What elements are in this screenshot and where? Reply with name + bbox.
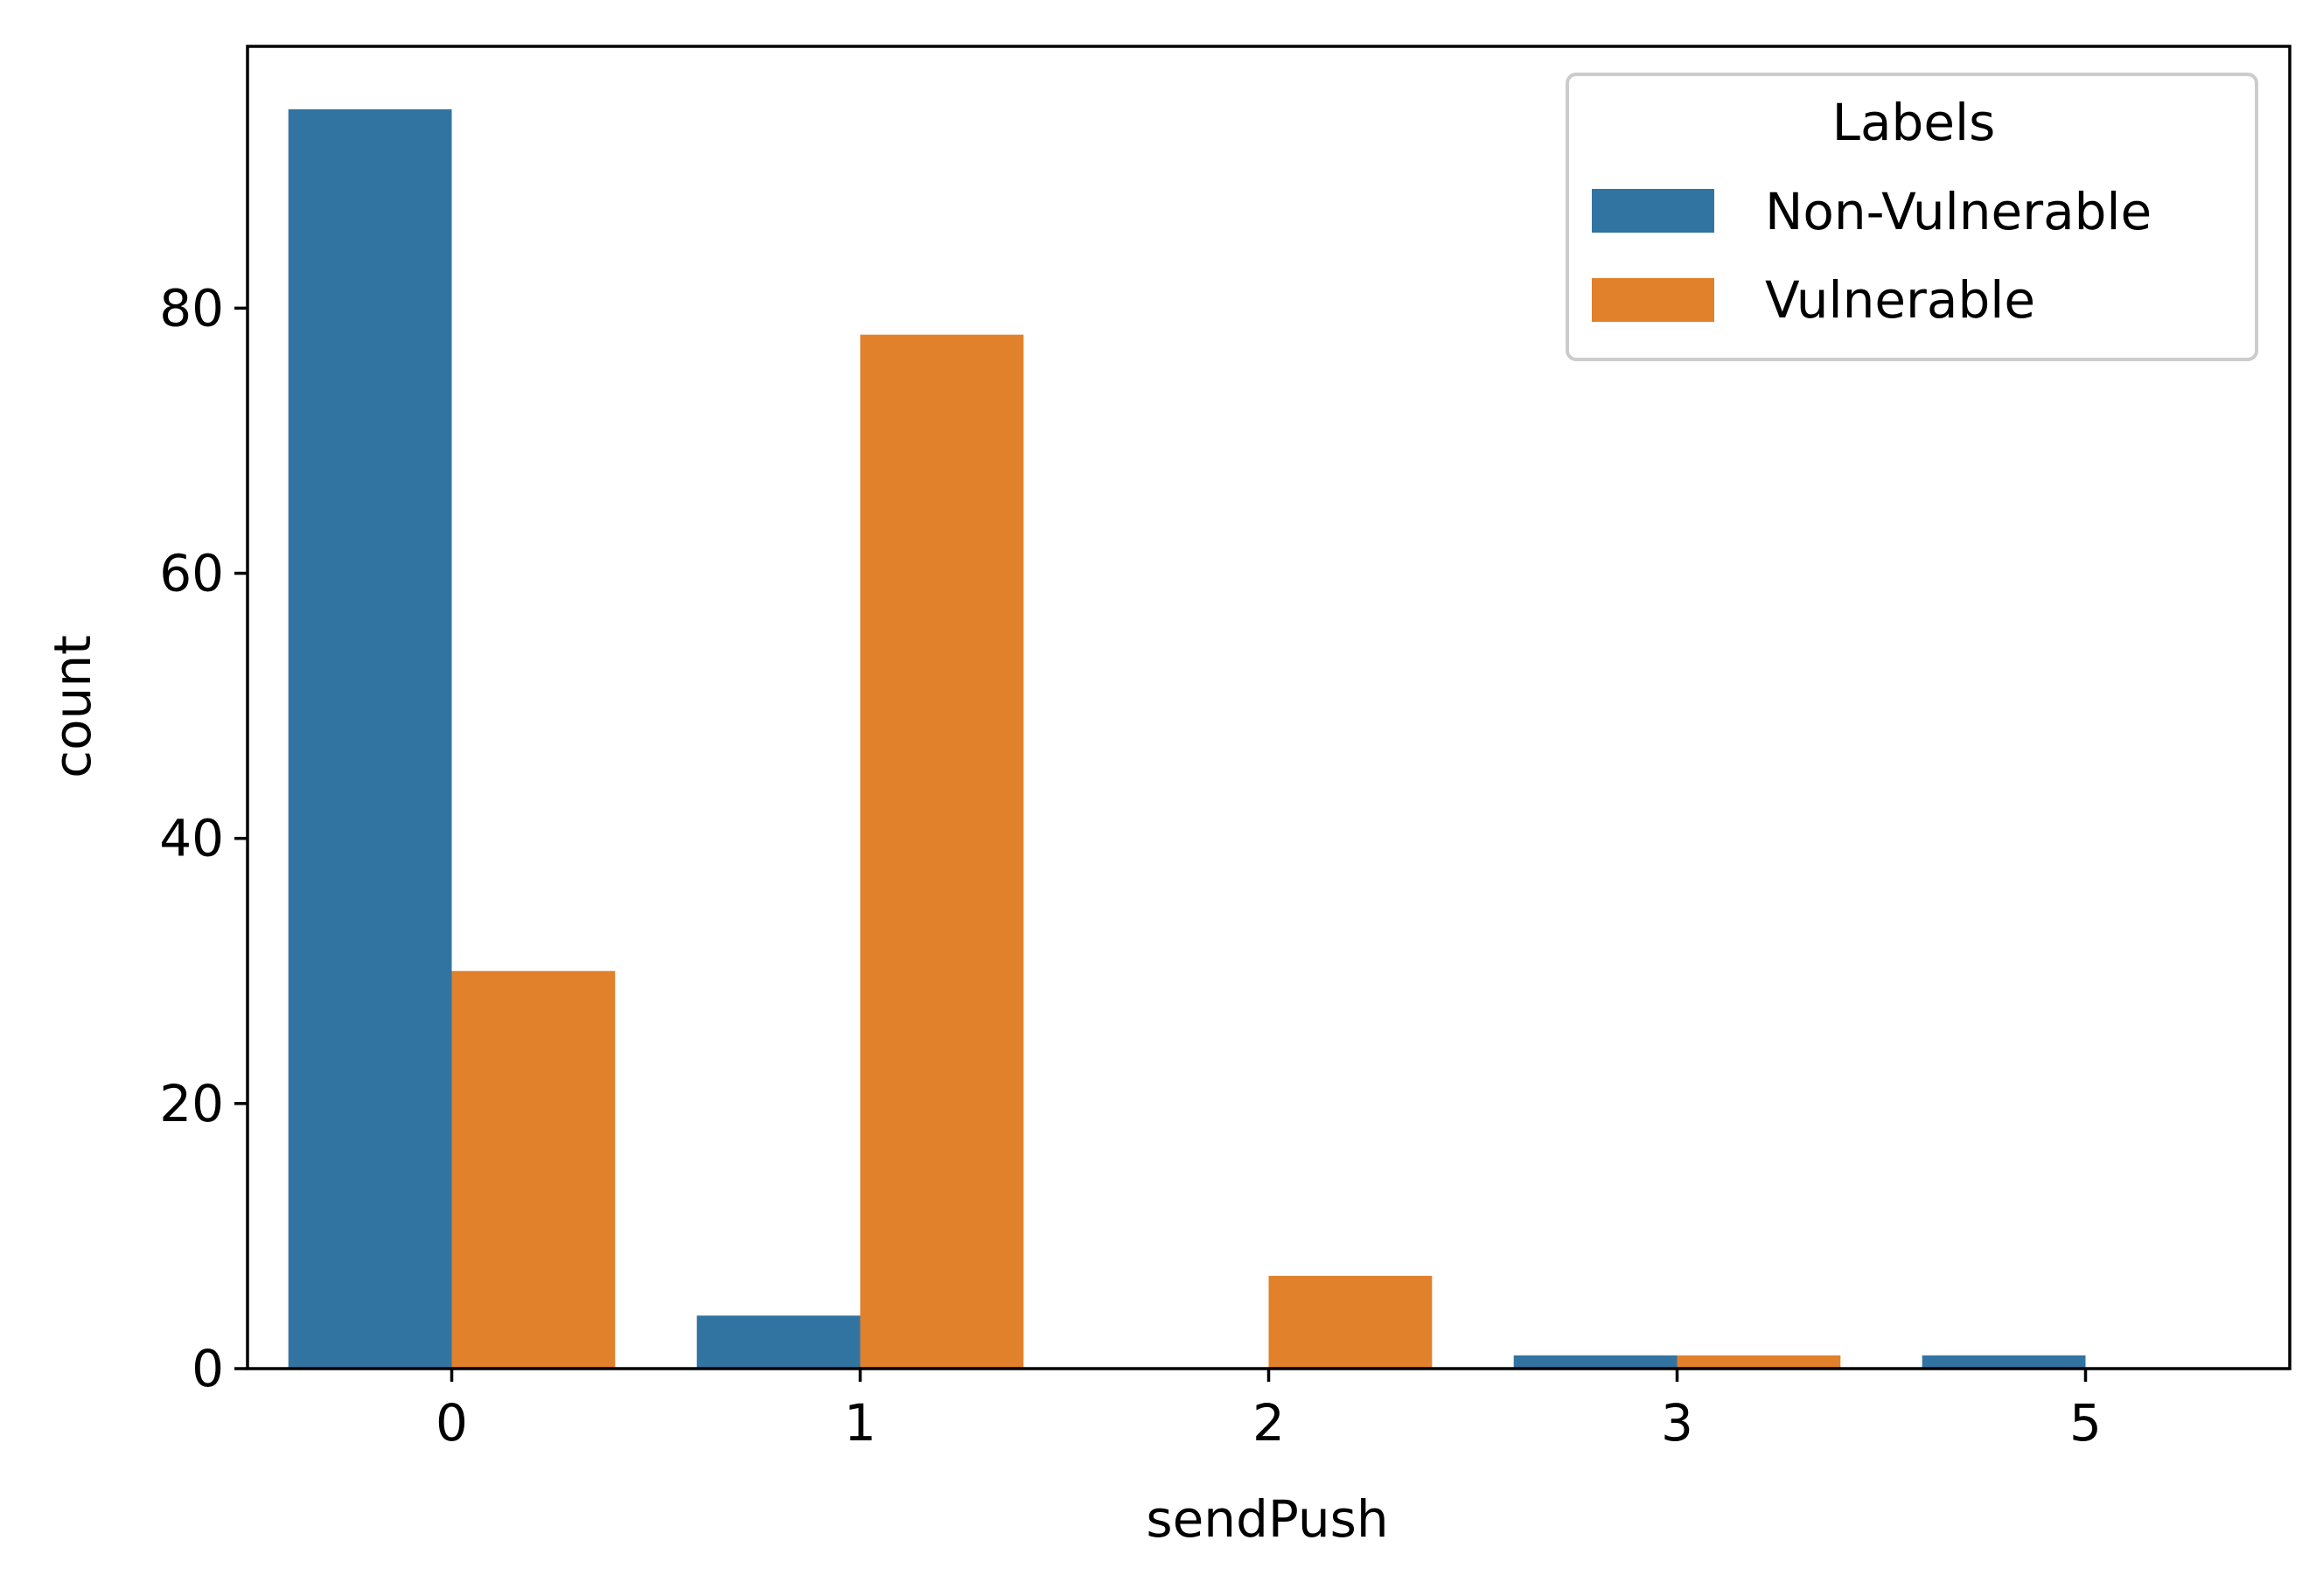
legend-swatch-vulnerable <box>1592 278 1714 322</box>
legend-title: Labels <box>1832 93 1996 152</box>
bar-vulnerable-0 <box>451 971 616 1369</box>
legend-label-vulnerable: Vulnerable <box>1765 270 2035 330</box>
bar-vulnerable-3 <box>1677 1355 1841 1369</box>
bar-non-vulnerable-5 <box>1922 1355 2086 1369</box>
bar-non-vulnerable-1 <box>696 1315 861 1369</box>
x-tick-label: 5 <box>2069 1393 2102 1453</box>
x-tick-label: 1 <box>844 1393 876 1453</box>
legend: Labels Non-Vulnerable Vulnerable <box>1566 73 2258 361</box>
legend-swatch-non-vulnerable <box>1592 189 1714 233</box>
y-tick-label: 60 <box>159 544 224 603</box>
y-tick-label: 0 <box>192 1339 224 1398</box>
x-tick-label: 3 <box>1661 1393 1693 1453</box>
legend-frame <box>1566 73 2258 361</box>
legend-label-non-vulnerable: Non-Vulnerable <box>1765 182 2152 241</box>
y-tick-label: 40 <box>159 809 224 868</box>
bar-vulnerable-2 <box>1268 1275 1433 1369</box>
y-tick-label: 20 <box>159 1074 224 1133</box>
bar-non-vulnerable-0 <box>288 109 452 1369</box>
y-axis-label: count <box>43 635 102 778</box>
bar-vulnerable-1 <box>860 334 1024 1369</box>
x-axis-label: sendPush <box>1146 1489 1388 1549</box>
bar-non-vulnerable-3 <box>1513 1355 1678 1369</box>
x-tick-label: 0 <box>436 1393 468 1453</box>
x-tick-label: 2 <box>1252 1393 1285 1453</box>
y-tick-label: 80 <box>159 278 224 338</box>
